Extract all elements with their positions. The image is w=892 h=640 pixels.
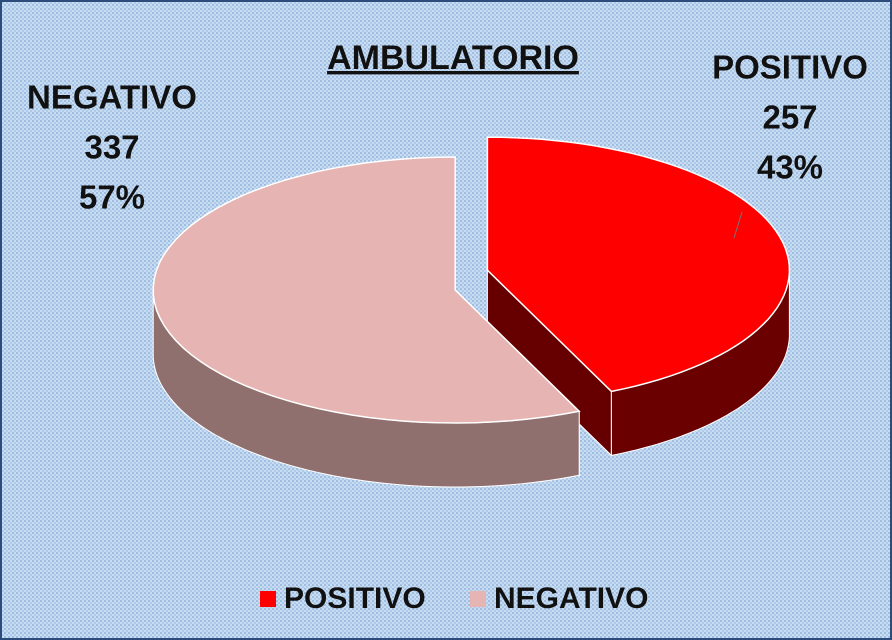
pie [152, 136, 791, 488]
legend-swatch [470, 591, 486, 607]
data-label-percent: 43% [757, 149, 823, 186]
data-label-name: NEGATIVO [27, 79, 197, 116]
legend-swatch [260, 591, 276, 607]
slice [152, 156, 581, 424]
data-label-value: 337 [84, 129, 139, 166]
legend-label: POSITIVO [284, 582, 426, 615]
data-label-value: 257 [762, 99, 817, 136]
pie-tops [152, 136, 791, 424]
chart-title: AMBULATORIO [327, 39, 579, 77]
slice [486, 136, 791, 393]
leader-line [733, 211, 743, 239]
data-label-name: POSITIVO [712, 49, 868, 86]
legend-label: NEGATIVO [494, 582, 648, 615]
data-label-percent: 57% [79, 179, 145, 216]
